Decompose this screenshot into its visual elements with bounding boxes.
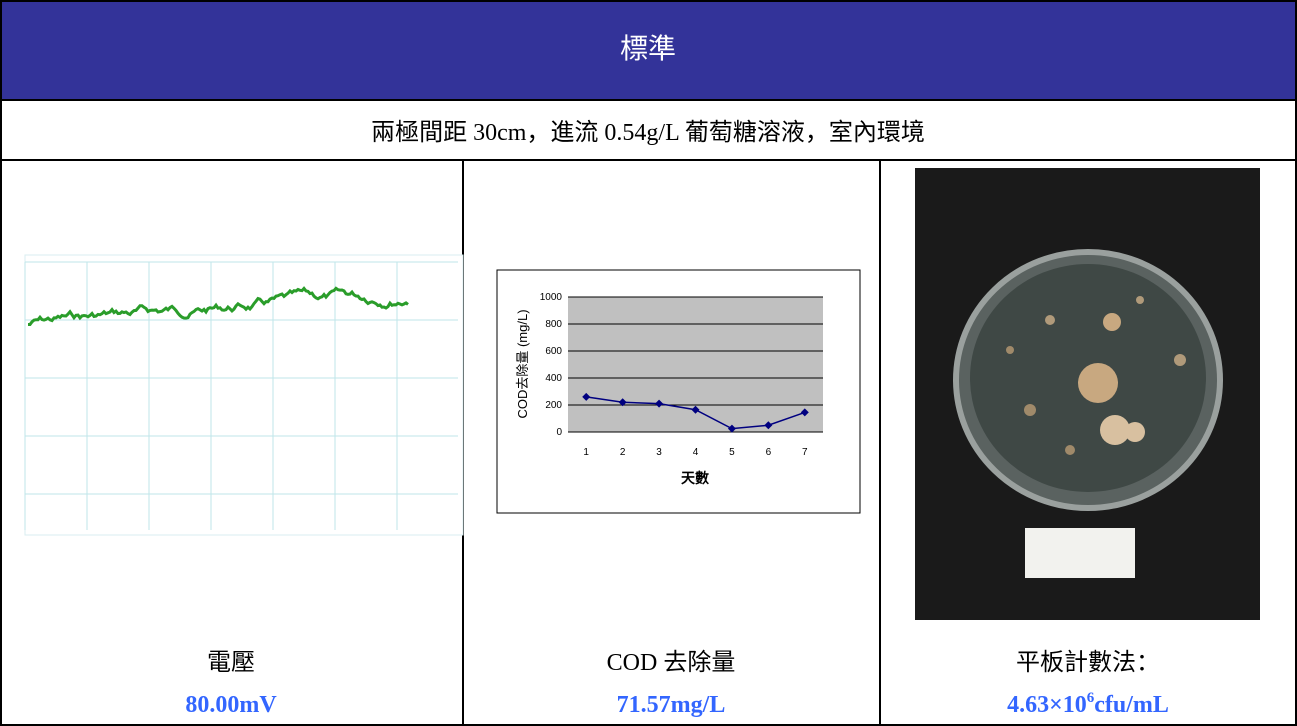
- x-tick-label: 4: [693, 447, 699, 458]
- cell-value: 71.57mg/L: [617, 692, 726, 718]
- y-tick-label: 0: [556, 427, 562, 438]
- petri-photo: [915, 168, 1260, 620]
- voltage-image: [25, 255, 463, 535]
- x-tick-label: 7: [802, 447, 808, 458]
- y-tick-label: 1000: [540, 292, 563, 303]
- conditions: 兩極間距 30cm，進流 0.54g/L 葡萄糖溶液，室內環境: [371, 119, 925, 146]
- page: {"header": {"title": "標準"}, "conditions"…: [0, 0, 1297, 726]
- y-tick-label: 200: [545, 400, 562, 411]
- cell-label: COD 去除量: [607, 649, 736, 676]
- x-tick-label: 1: [583, 447, 589, 458]
- x-axis-label: 天數: [681, 470, 709, 486]
- y-tick-label: 800: [545, 319, 562, 330]
- x-tick-label: 3: [656, 447, 662, 458]
- value-base: 4.63×10: [1007, 692, 1087, 718]
- value-unit: cfu/mL: [1094, 692, 1169, 718]
- y-axis-label: COD去除量 (mg/L): [515, 309, 530, 418]
- cell-label: 電壓: [207, 650, 255, 676]
- title: 標準: [620, 33, 676, 65]
- cell-value: 80.00mV: [185, 692, 277, 718]
- y-tick-label: 600: [545, 346, 562, 357]
- x-tick-label: 2: [620, 447, 626, 458]
- cell-label: 平板計數法：: [1016, 649, 1160, 676]
- x-tick-label: 5: [729, 447, 735, 458]
- y-tick-label: 400: [545, 373, 562, 384]
- x-tick-label: 6: [766, 447, 772, 458]
- document: 標準 兩極間距 30cm，進流 0.54g/L 葡萄糖溶液，室內環境 0 200 4…: [0, 0, 1297, 726]
- cell-value: 4.63×106cfu/mL: [1007, 690, 1169, 718]
